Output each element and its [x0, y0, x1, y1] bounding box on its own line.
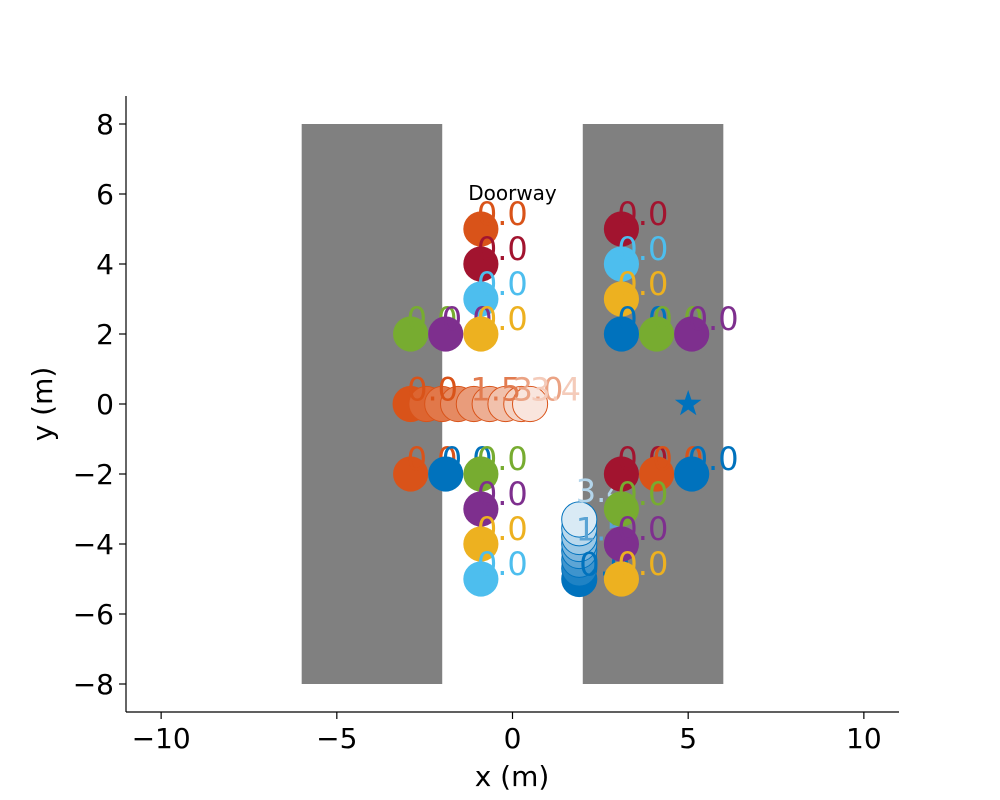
agent-marker-4	[428, 316, 464, 352]
agent-label-0: 0.0	[477, 195, 528, 233]
agent-label-6: 0.0	[617, 195, 668, 233]
agent-marker-16	[463, 526, 499, 562]
agent-marker-10	[638, 316, 675, 352]
y-axis-label: y (m)	[26, 367, 59, 442]
agent-marker-2	[463, 281, 499, 317]
agent-marker-12	[393, 456, 429, 492]
agent-label-2: 0.0	[477, 265, 528, 303]
axes-layer: −10 −5 0 5 10 −8 −6 −4 −2 0 2 4 6 8	[73, 96, 899, 755]
trajectory-time-label-0-3: 3.4	[530, 371, 581, 409]
y-tick-label-8: 8	[96, 108, 114, 141]
agent-marker-1	[463, 246, 499, 282]
x-tick-label-1: −5	[316, 722, 357, 755]
agent-marker-17	[463, 561, 499, 597]
agent-label-8: 0.0	[617, 265, 668, 303]
agent-marker-18	[603, 456, 639, 492]
agent-label-20: 0.0	[688, 440, 739, 478]
agent-label-22: 0.0	[617, 510, 668, 548]
agent-marker-15	[463, 491, 499, 527]
agent-marker-0	[463, 211, 499, 247]
agent-label-23: 0.0	[617, 545, 668, 583]
agent-marker-21	[603, 491, 639, 527]
agent-marker-5	[463, 316, 499, 352]
agent-label-16: 0.0	[477, 510, 528, 548]
agent-marker-3	[393, 316, 429, 352]
goal-layer	[674, 390, 702, 416]
trajectories-layer: 0.0 1.53.03.40.01.53.4	[392, 371, 630, 598]
x-tick-label-3: 5	[679, 722, 697, 755]
agent-marker-22	[603, 526, 639, 562]
agent-marker-13	[428, 456, 464, 492]
y-tick-label-4: 0	[96, 388, 114, 421]
y-tick-label-3: −2	[73, 458, 114, 491]
trajectory-point-1-7	[561, 501, 598, 538]
agent-label-21: 0.0	[617, 475, 668, 513]
goal-star-marker	[674, 390, 702, 416]
agent-marker-23	[603, 561, 639, 597]
agent-marker-19	[638, 456, 675, 492]
trajectory-time-label-0-0: 0.0	[407, 371, 458, 409]
agent-label-7: 0.0	[617, 230, 668, 268]
trajectory-time-label-0-1: 1.5	[470, 371, 521, 409]
agent-label-1: 0.0	[477, 230, 528, 268]
x-axis-label: x (m)	[475, 760, 550, 793]
agent-marker-9	[603, 316, 639, 352]
agent-marker-20	[674, 456, 710, 492]
agent-marker-8	[603, 281, 639, 317]
annotations-layer: Doorway	[468, 181, 557, 205]
agents-layer: 0.00.00.00.00.00.00.00.00.00.00.00.00.00…	[393, 195, 739, 597]
agent-marker-11	[674, 316, 710, 352]
agent-label-5: 0.0	[477, 300, 528, 338]
x-tick-label-4: 10	[846, 722, 882, 755]
agent-label-17: 0.0	[477, 545, 528, 583]
y-tick-label-5: 2	[96, 318, 114, 351]
agent-marker-14	[463, 456, 499, 492]
annotation-0: Doorway	[468, 181, 557, 205]
trajectory-point-0-8	[512, 385, 549, 423]
x-tick-label-2: 0	[504, 722, 522, 755]
agent-marker-7	[603, 246, 639, 282]
y-tick-label-1: −6	[73, 598, 114, 631]
y-tick-label-6: 4	[96, 248, 114, 281]
agent-label-14: 0.0	[477, 440, 528, 478]
trajectory-time-label-0-2: 3.0	[513, 371, 564, 409]
wall-1	[582, 124, 724, 684]
x-tick-label-0: −10	[132, 722, 191, 755]
y-tick-label-2: −4	[73, 528, 114, 561]
y-tick-label-0: −8	[73, 668, 114, 701]
y-tick-label-7: 6	[96, 178, 114, 211]
agent-label-15: 0.0	[477, 475, 528, 513]
agent-marker-6	[603, 211, 639, 247]
agent-label-11: 0.0	[688, 300, 739, 338]
